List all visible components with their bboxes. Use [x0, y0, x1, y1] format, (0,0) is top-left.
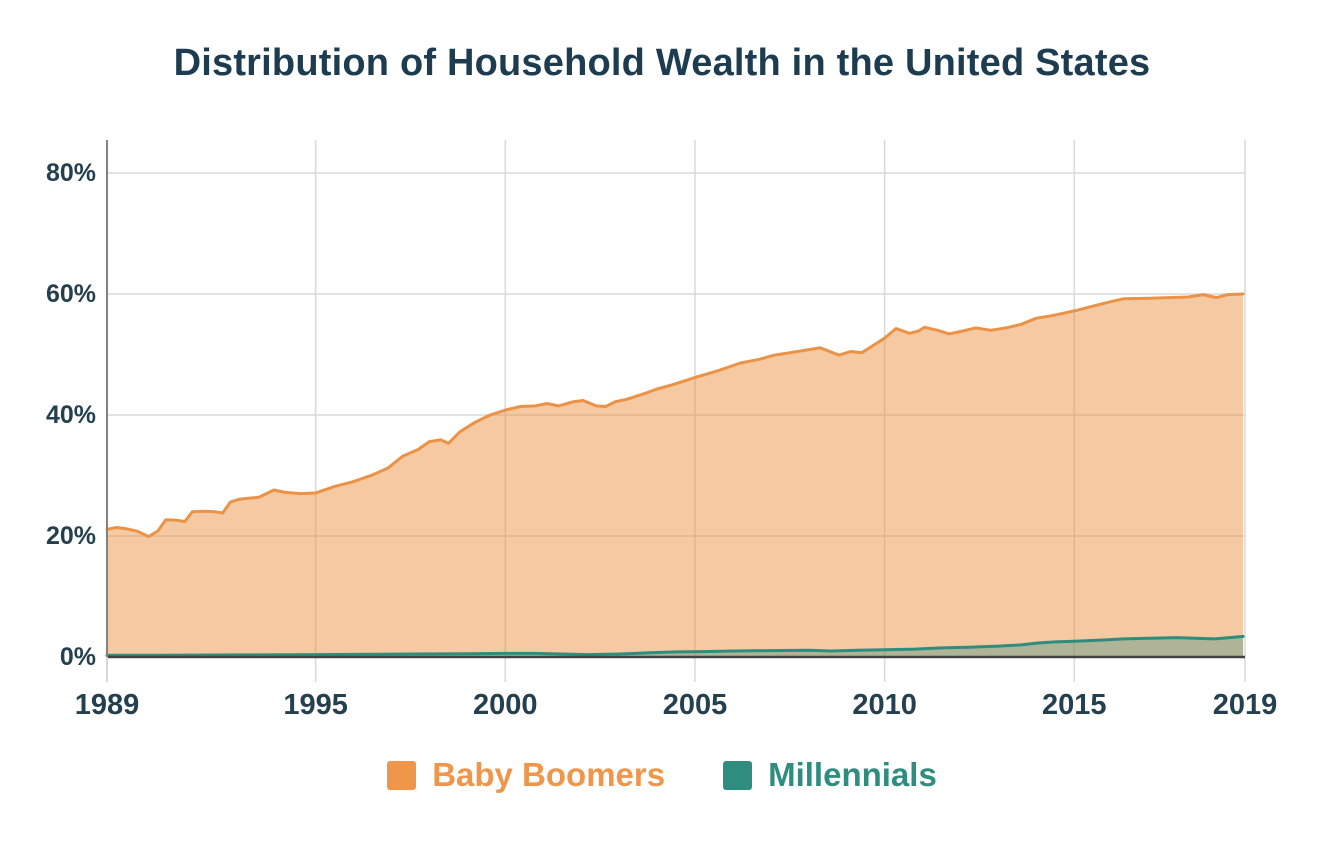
y-tick-label-80: 80%	[45, 159, 96, 187]
millennials-line	[105, 634, 1245, 657]
baby-boomers-swatch	[387, 760, 417, 790]
x-tick-label-2015: 2015	[1042, 689, 1107, 721]
millennials-swatch	[723, 760, 753, 790]
chart-legend: Baby Boomers Millennials	[0, 758, 1324, 792]
legend-item-millennials: Millennials	[723, 758, 937, 792]
x-tick-label-2000: 2000	[473, 689, 538, 721]
chart-title: Distribution of Household Wealth in the …	[173, 42, 1151, 84]
x-tick-label-1989: 1989	[74, 689, 140, 721]
baby-boomers-area	[107, 294, 1244, 657]
x-tick-label-2005: 2005	[662, 689, 728, 721]
millennials-area	[107, 636, 1244, 657]
y-tick-label-40: 40%	[45, 401, 96, 429]
baby-boomers-legend-label: Baby Boomers	[432, 756, 666, 793]
y-tick-label-0: 0%	[59, 643, 96, 671]
x-tick-label-1995: 1995	[283, 689, 348, 721]
baby-boomers-line	[105, 292, 1245, 539]
x-tick-label-2010: 2010	[852, 689, 917, 721]
x-tick-label-2019: 2019	[1212, 689, 1278, 721]
y-tick-label-20: 20%	[45, 522, 96, 550]
y-tick-label-60: 60%	[45, 280, 96, 308]
legend-item-baby-boomers: Baby Boomers	[387, 758, 665, 792]
millennials-legend-label: Millennials	[768, 756, 937, 793]
